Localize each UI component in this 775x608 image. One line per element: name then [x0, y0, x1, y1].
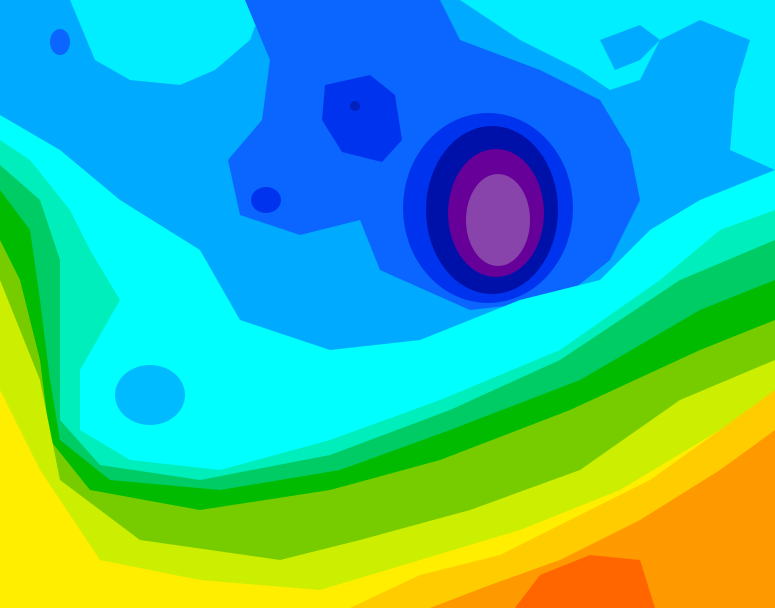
orange-band [430, 430, 775, 608]
dark-spot [350, 101, 360, 111]
violet-core [466, 174, 530, 266]
dark-blue-spot [251, 187, 281, 213]
red-orange-core [515, 555, 655, 608]
light-blue-patch [115, 365, 185, 425]
light-blue-patch [600, 25, 660, 70]
cyan-patch [460, 0, 775, 170]
cyan-patch [70, 0, 265, 85]
blue-spot [50, 29, 70, 55]
dark-blue-region [322, 75, 402, 162]
